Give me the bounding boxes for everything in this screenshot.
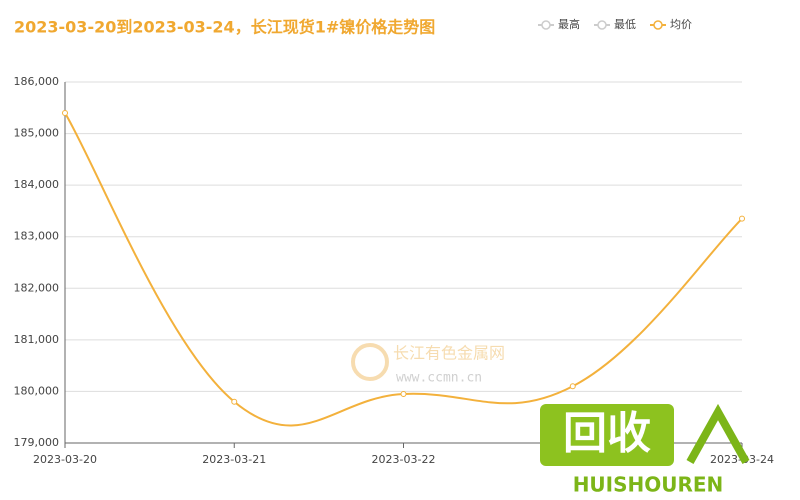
watermark-logo <box>351 343 389 381</box>
x-tick-label: 2023-03-22 <box>372 453 436 466</box>
watermark-big: 回收 <box>563 408 651 459</box>
data-point <box>739 215 745 222</box>
series-line <box>64 112 743 427</box>
data-point <box>62 109 68 116</box>
data-point <box>569 383 576 390</box>
y-tick-label: 182,000 <box>14 281 60 294</box>
legend-label[interactable]: 最高 <box>558 17 580 31</box>
watermark-box <box>540 404 674 466</box>
legend-symbol <box>541 20 551 30</box>
y-tick-label: 179,000 <box>14 436 60 449</box>
watermark-icon <box>686 403 750 464</box>
watermark-url: www.ccmn.cn <box>396 371 482 386</box>
y-tick-label: 185,000 <box>14 127 60 140</box>
x-tick-label: 2023-03-21 <box>202 453 266 466</box>
legend-symbol <box>597 20 607 30</box>
y-tick-label: 183,000 <box>14 230 60 243</box>
watermark-text: 长江有色金属网 <box>393 344 505 363</box>
y-tick-label: 181,000 <box>14 333 60 346</box>
x-tick-label: 2023-03-20 <box>33 453 97 466</box>
legend-label[interactable]: 均价 <box>670 18 692 31</box>
chart-title: 2023-03-20到2023-03-24，长江现货1#镍价格走势图 <box>14 18 435 37</box>
y-tick-label: 180,000 <box>14 384 60 397</box>
legend-symbol <box>653 20 663 30</box>
legend-label[interactable]: 最低 <box>614 18 636 31</box>
watermark-small: HUISHOUREN <box>573 473 724 497</box>
data-point <box>231 398 238 405</box>
y-tick-label: 184,000 <box>14 178 60 191</box>
recycle-watermark: 回收 HUISHOUREN <box>540 403 750 497</box>
y-tick-label: 186,000 <box>14 75 60 88</box>
data-point <box>400 391 407 398</box>
watermark: 长江有色金属网 www.ccmn.cn <box>351 343 505 386</box>
